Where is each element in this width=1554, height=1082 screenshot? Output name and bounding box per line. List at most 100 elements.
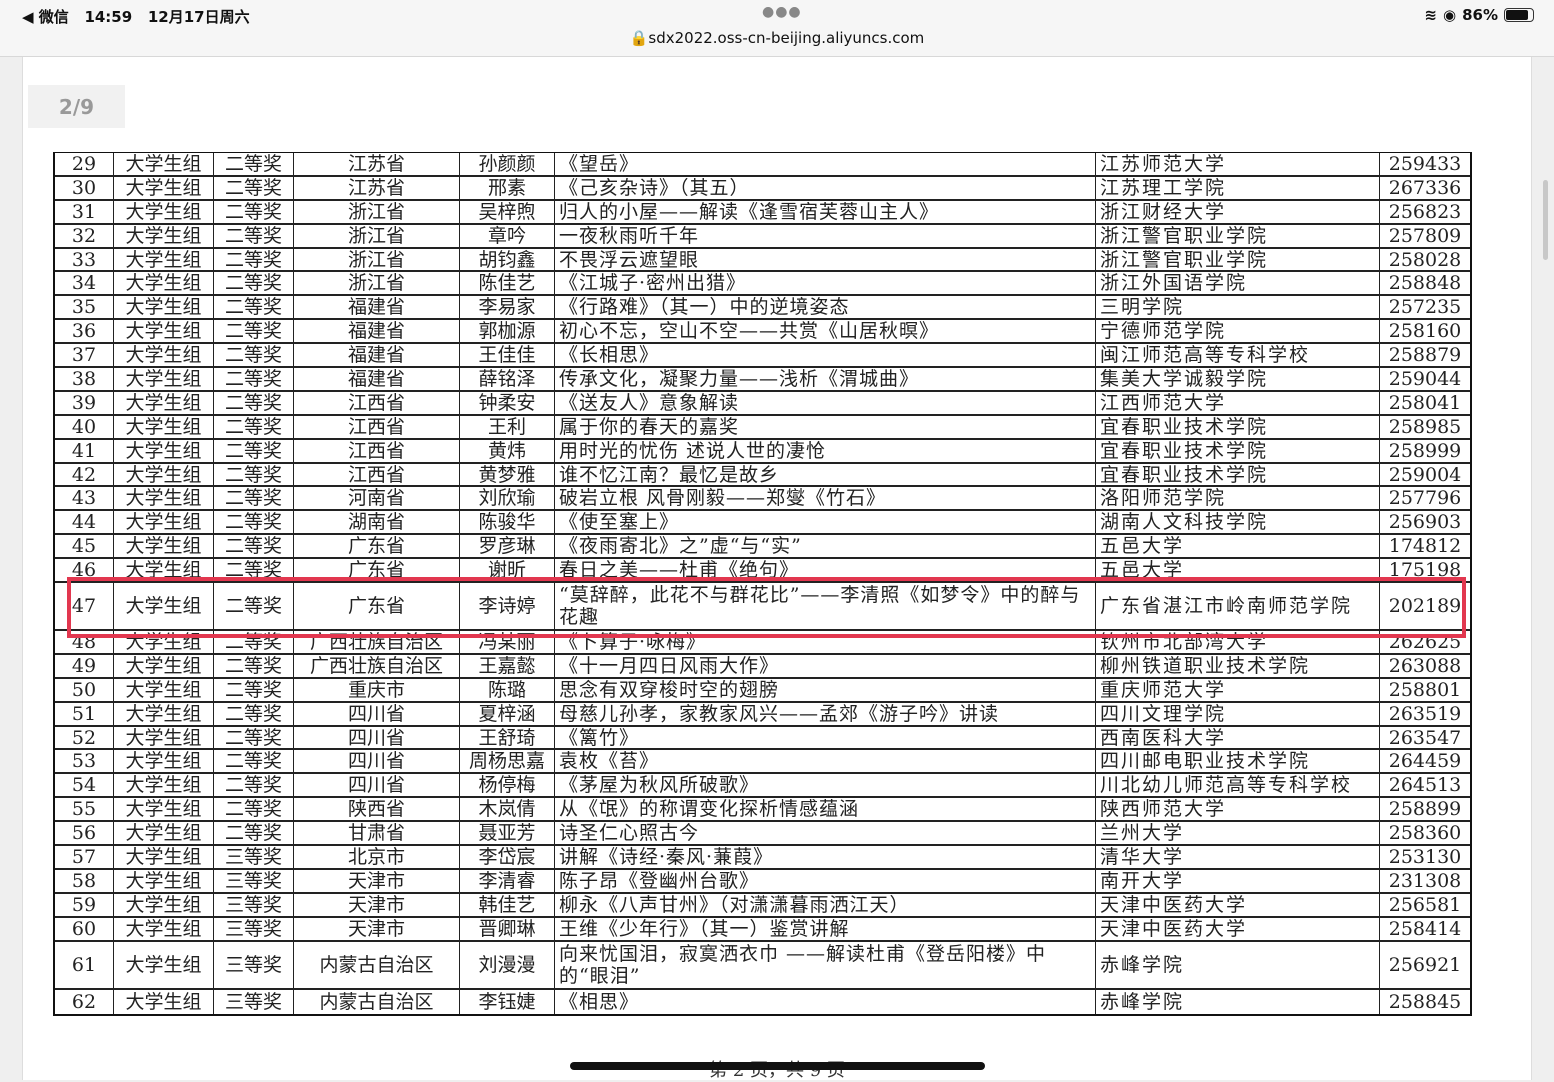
- back-to-wechat[interactable]: ◀ 微信: [22, 8, 69, 26]
- home-indicator[interactable]: [570, 1062, 985, 1070]
- entry-id-cell: 258028: [1388, 248, 1462, 271]
- province-cell: 重庆市: [294, 678, 460, 701]
- entry-id-cell: 258160: [1388, 320, 1462, 343]
- title-cell: 谁不忆江南？最忆是故乡: [555, 463, 1096, 486]
- status-and-address-bar: ◀ 微信 14:59 12月17日周六 ●●● 🔒sdx2022.oss-cn-…: [0, 0, 1554, 57]
- pdf-page: [22, 57, 1532, 1080]
- title-cell: 《夜雨寄北》之”虚“与“实”: [555, 535, 1096, 558]
- row-number-cell: 31: [55, 200, 114, 223]
- entry-id-cell: 175198: [1388, 559, 1462, 582]
- award-cell: 二等奖: [214, 248, 294, 271]
- student-name-cell: 陈佳艺: [460, 272, 555, 295]
- row-number-cell: 37: [55, 344, 114, 367]
- title-cell: 讲解《诗经·秦风·蒹葭》: [555, 846, 1096, 868]
- award-cell: 二等奖: [214, 559, 294, 582]
- award-cell: 三等奖: [214, 989, 294, 1014]
- title-cell: 《卜算子·咏梅》: [555, 631, 1096, 653]
- row-number-cell: 40: [55, 415, 114, 438]
- student-name-cell: 谢昕: [460, 559, 555, 582]
- row-number-cell: 39: [55, 391, 114, 414]
- row-number-cell: 57: [55, 846, 114, 868]
- group-cell: 大学生组: [114, 391, 214, 414]
- group-cell: 大学生组: [114, 654, 214, 677]
- student-name-cell: 王佳佳: [460, 344, 555, 367]
- student-name-cell: 夏梓涵: [460, 702, 555, 725]
- student-name-cell: 刘漫漫: [460, 941, 555, 988]
- school-cell: 湖南人文科技学院: [1096, 511, 1380, 534]
- group-cell: 大学生组: [114, 678, 214, 701]
- group-cell: 大学生组: [114, 487, 214, 510]
- school-cell: 五邑大学: [1096, 535, 1380, 558]
- title-cell: 用时光的忧伤 述说人世的凄怆: [555, 439, 1096, 462]
- page-indicator: 2/9: [28, 85, 125, 128]
- group-cell: 大学生组: [114, 415, 214, 438]
- award-cell: 二等奖: [214, 583, 294, 630]
- row-number-cell: 49: [55, 654, 114, 677]
- student-name-cell: 冯某丽: [460, 631, 555, 653]
- award-cell: 二等奖: [214, 153, 294, 175]
- student-name-cell: 李钰婕: [460, 989, 555, 1014]
- title-cell: 从《氓》的称谓变化探析情感蕴涵: [555, 798, 1096, 821]
- row-number-cell: 47: [55, 583, 114, 630]
- group-cell: 大学生组: [114, 893, 214, 916]
- entry-id-cell: 258041: [1388, 391, 1462, 414]
- province-cell: 四川省: [294, 702, 460, 725]
- wifi-icon: ≋: [1424, 6, 1437, 24]
- title-cell: 《己亥杂诗》（其五）: [555, 176, 1096, 199]
- award-cell: 二等奖: [214, 272, 294, 295]
- group-cell: 大学生组: [114, 200, 214, 223]
- row-number-cell: 56: [55, 822, 114, 845]
- table-row: 50 大学生组 二等奖 重庆市 陈璐 思念有双穿梭时空的翅膀 重庆师范大学 258801: [55, 678, 1470, 703]
- table-row: 30 大学生组 二等奖 江苏省 邢素 《己亥杂诗》（其五） 江苏理工学院 267336: [55, 176, 1470, 201]
- province-cell: 福建省: [294, 344, 460, 367]
- title-cell: 袁枚《苔》: [555, 750, 1096, 773]
- row-number-cell: 32: [55, 224, 114, 247]
- award-cell: 二等奖: [214, 200, 294, 223]
- student-name-cell: 李易家: [460, 296, 555, 319]
- award-cell: 二等奖: [214, 535, 294, 558]
- award-cell: 二等奖: [214, 296, 294, 319]
- province-cell: 江苏省: [294, 176, 460, 199]
- student-name-cell: 罗彦琳: [460, 535, 555, 558]
- title-cell: 《送友人》意象解读: [555, 391, 1096, 414]
- entry-id-cell: 267336: [1388, 176, 1462, 199]
- row-number-cell: 30: [55, 176, 114, 199]
- province-cell: 浙江省: [294, 224, 460, 247]
- student-name-cell: 黄梦雅: [460, 463, 555, 486]
- province-cell: 福建省: [294, 368, 460, 390]
- group-cell: 大学生组: [114, 798, 214, 821]
- entry-id-cell: 263519: [1388, 702, 1462, 725]
- student-name-cell: 胡钧鑫: [460, 248, 555, 271]
- school-cell: 川北幼儿师范高等专科学校: [1096, 774, 1380, 797]
- group-cell: 大学生组: [114, 941, 214, 988]
- title-cell: 不畏浮云遮望眼: [555, 248, 1096, 271]
- group-cell: 大学生组: [114, 559, 214, 582]
- award-cell: 二等奖: [214, 631, 294, 653]
- group-cell: 大学生组: [114, 272, 214, 295]
- province-cell: 广西壮族自治区: [294, 654, 460, 677]
- entry-id-cell: 231308: [1388, 869, 1462, 892]
- title-cell: 向来忧国泪，寂寞洒衣巾 ——解读杜甫《登岳阳楼》中的“眼泪”: [555, 941, 1096, 988]
- table-row: 47 大学生组 二等奖 广东省 李诗婷 “莫辞醉，此花不与群花比”——李清照《如梦令》中的…: [55, 583, 1470, 632]
- row-number-cell: 45: [55, 535, 114, 558]
- school-cell: 钦州市北部湾大学: [1096, 631, 1380, 653]
- province-cell: 内蒙古自治区: [294, 941, 460, 988]
- school-cell: 赤峰学院: [1096, 941, 1380, 988]
- province-cell: 江西省: [294, 415, 460, 438]
- title-cell: “莫辞醉，此花不与群花比”——李清照《如梦令》中的醉与花趣: [555, 583, 1096, 630]
- entry-id-cell: 259433: [1388, 153, 1462, 175]
- more-dots-icon[interactable]: ●●●: [762, 4, 802, 20]
- province-cell: 福建省: [294, 296, 460, 319]
- entry-id-cell: 264513: [1388, 774, 1462, 797]
- group-cell: 大学生组: [114, 224, 214, 247]
- address-bar[interactable]: 🔒sdx2022.oss-cn-beijing.aliyuncs.com: [0, 29, 1554, 47]
- title-cell: 破岩立根 风骨刚毅——郑燮《竹石》: [555, 487, 1096, 510]
- title-cell: 柳永《八声甘州》（对潇潇暮雨洒江天）: [555, 893, 1096, 916]
- table-row: 60 大学生组 三等奖 天津市 晋卿琳 王维《少年行》（其一）鉴赏讲解 天津中医药大学 258…: [55, 917, 1470, 942]
- entry-id-cell: 263547: [1388, 726, 1462, 749]
- scrollbar[interactable]: [1543, 180, 1548, 260]
- battery-icon: [1504, 8, 1534, 22]
- award-cell: 三等奖: [214, 917, 294, 940]
- province-cell: 湖南省: [294, 511, 460, 534]
- group-cell: 大学生组: [114, 463, 214, 486]
